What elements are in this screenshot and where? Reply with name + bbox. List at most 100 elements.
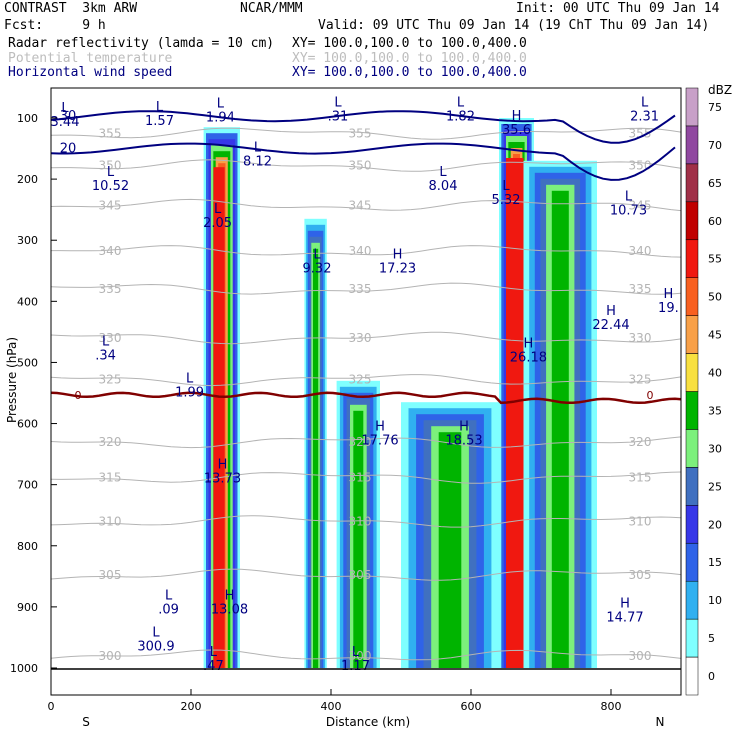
- colorbar-swatch: [685, 391, 699, 430]
- theta-contour: [51, 331, 681, 345]
- theta-contour-label: 330: [349, 331, 372, 345]
- extremum-kind: H: [218, 457, 228, 472]
- extremum-value: 2.05: [203, 216, 232, 231]
- extremum-kind: L: [152, 625, 160, 640]
- colorbar-label: 25: [708, 480, 722, 493]
- extremum-value: 300.9: [137, 639, 174, 654]
- y-tick-label: 700: [17, 479, 38, 492]
- extremum-kind: L: [186, 372, 194, 387]
- extremum-kind: L: [439, 165, 447, 180]
- reflectivity-band: [438, 432, 462, 668]
- theta-contour-label: 315: [629, 470, 652, 484]
- colorbar-swatch: [685, 277, 699, 316]
- extremum-kind: H: [512, 109, 522, 124]
- extremum-kind: H: [375, 419, 385, 434]
- theta-contour-label: 305: [99, 568, 122, 582]
- extremum-value: .09: [158, 603, 179, 618]
- x-tick-label: 400: [321, 700, 342, 713]
- extremum-kind: L: [61, 101, 69, 116]
- colorbar-label: 0: [708, 670, 715, 683]
- extremum-kind: L: [334, 96, 342, 111]
- extremum-value: 10.52: [92, 179, 129, 194]
- extremum-value: 1.17: [341, 659, 370, 674]
- model-label: CONTRAST 3km ARW: [4, 1, 138, 16]
- theta-contour: [51, 198, 681, 212]
- theta-contour-label: 325: [629, 373, 652, 387]
- extremum-value: 22.44: [592, 318, 629, 333]
- theta-contour-label: 335: [629, 282, 652, 296]
- extremum-value: 9.32: [303, 262, 332, 277]
- theta-contour: [51, 471, 681, 484]
- y-axis-title: Pressure (hPa): [5, 337, 19, 423]
- field-name-wind: Horizontal wind speed: [8, 65, 173, 80]
- colorbar: 0 5 10 15 20 25 30 35 40 45 50 55 60 65 70 75: [685, 87, 722, 696]
- field-xy-theta: XY= 100.0,100.0 to 100.0,400.0: [292, 51, 527, 66]
- y-tick-label: 400: [17, 295, 38, 308]
- extremum-value: 5.32: [492, 193, 521, 208]
- theta-contour: [51, 436, 681, 449]
- extremum-value: 18.53: [445, 433, 482, 448]
- extremum-value: 1.82: [446, 110, 475, 125]
- extremum-kind: L: [107, 165, 115, 180]
- extremum-value: 8.12: [243, 155, 272, 170]
- theta-contour-label: 310: [349, 514, 372, 528]
- colorbar-swatch: [685, 580, 699, 620]
- extremum-kind: L: [625, 190, 633, 205]
- extremum-kind: L: [217, 97, 225, 112]
- theta-contour-label: 345: [99, 198, 122, 212]
- theta-contour-label: 325: [99, 373, 122, 387]
- colorbar-label: 50: [708, 291, 722, 304]
- theta-contour-layer: 355 355 355 350 350 350 345 345 345 340 340 340 335 3…: [51, 126, 681, 663]
- theta-contour: [51, 245, 681, 258]
- colorbar-swatch: [685, 87, 699, 127]
- extremum-value: 1.57: [145, 114, 174, 129]
- theta-contour-label: 305: [629, 568, 652, 582]
- extremum-value: 10.73: [610, 204, 647, 219]
- y-tick-label: 800: [17, 540, 38, 553]
- theta-contour-label: 320: [629, 435, 652, 449]
- extremum-kind: L: [641, 96, 649, 111]
- theta-contour-label: 335: [349, 282, 372, 296]
- extremum-kind: H: [524, 336, 534, 351]
- reflectivity-band: [353, 410, 364, 668]
- reflectivity-band: [551, 190, 569, 669]
- extremum-value: 14.77: [606, 611, 643, 626]
- x-tick-label: 800: [601, 700, 622, 713]
- colorbar-label: 45: [708, 329, 722, 342]
- extremum-kind: H: [606, 304, 616, 319]
- theta-contour: [51, 649, 681, 661]
- wind-contour: [51, 142, 676, 181]
- x-tick-label: 0: [48, 700, 55, 713]
- theta-contour-label: 355: [349, 126, 372, 140]
- colorbar-label: 5: [708, 632, 715, 645]
- extremum-value: 17.76: [361, 433, 398, 448]
- colorbar-label: 70: [708, 139, 722, 152]
- field-xy-reflectivity: XY= 100.0,100.0 to 100.0,400.0: [292, 36, 527, 51]
- y-tick-label: 100: [17, 112, 38, 125]
- org-label: NCAR/MMM: [240, 1, 303, 16]
- y-tick-label: 300: [17, 234, 38, 247]
- y-tick-label: 900: [17, 601, 38, 614]
- theta-contour-label: 330: [99, 331, 122, 345]
- theta-contour-label: 300: [349, 649, 372, 663]
- theta-contour-label: 350: [349, 159, 372, 173]
- colorbar-label: 35: [708, 405, 722, 418]
- theta-contour: [51, 568, 681, 581]
- theta-contour-label: 315: [99, 470, 122, 484]
- theta-contour-label: 355: [99, 126, 122, 140]
- extremum-kind: L: [502, 179, 510, 194]
- x-end-label-north: N: [656, 715, 665, 729]
- extremum-kind: L: [457, 96, 465, 111]
- theta-contour-label: 310: [99, 514, 122, 528]
- colorbar-label: 60: [708, 215, 722, 228]
- theta-contour-label: 340: [99, 244, 122, 258]
- theta-contour: [51, 159, 681, 172]
- theta-contour-label: 320: [99, 435, 122, 449]
- colorbar-swatch: [685, 618, 699, 658]
- colorbar-swatch: [685, 163, 699, 203]
- extremum-value: 1.94: [206, 111, 235, 126]
- reflectivity-core: [213, 167, 225, 668]
- extremum-kind: L: [165, 589, 173, 604]
